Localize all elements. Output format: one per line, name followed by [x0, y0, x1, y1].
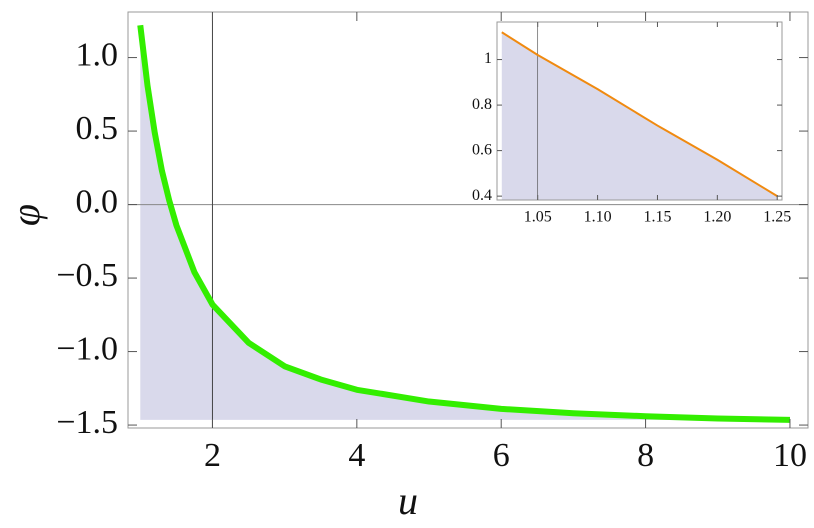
x-tick-label: 1.15 — [643, 209, 671, 226]
filled-area — [140, 25, 790, 420]
x-tick-label: 6 — [493, 437, 510, 474]
y-tick-label: 0.0 — [76, 183, 119, 220]
x-tick-label: 4 — [348, 437, 365, 474]
x-axis-label: u — [398, 478, 418, 523]
y-tick-label: 1 — [484, 50, 492, 67]
y-tick-label: 0.4 — [472, 187, 492, 204]
plot-frame — [496, 21, 783, 201]
x-tick-label: 2 — [204, 437, 221, 474]
x-tick-label: 1.25 — [763, 209, 791, 226]
plot-frame — [127, 11, 809, 429]
y-tick-label: 0.6 — [472, 141, 492, 158]
x-tick-label: 8 — [637, 437, 654, 474]
y-tick-label: 0.5 — [76, 110, 119, 147]
y-tick-label: −1.0 — [56, 330, 118, 367]
x-tick-label: 1.20 — [703, 209, 731, 226]
x-tick-label: 1.05 — [524, 209, 552, 226]
y-tick-label: 1.0 — [76, 36, 119, 73]
y-tick-label: −0.5 — [56, 257, 118, 294]
data-line — [137, 24, 791, 423]
y-tick-label: −1.5 — [56, 404, 118, 441]
x-tick-label: 10 — [773, 437, 807, 474]
y-axis-label: φ — [3, 204, 48, 226]
data-line — [501, 31, 778, 197]
y-tick-label: 0.8 — [472, 96, 492, 113]
x-tick-label: 1.10 — [584, 209, 612, 226]
